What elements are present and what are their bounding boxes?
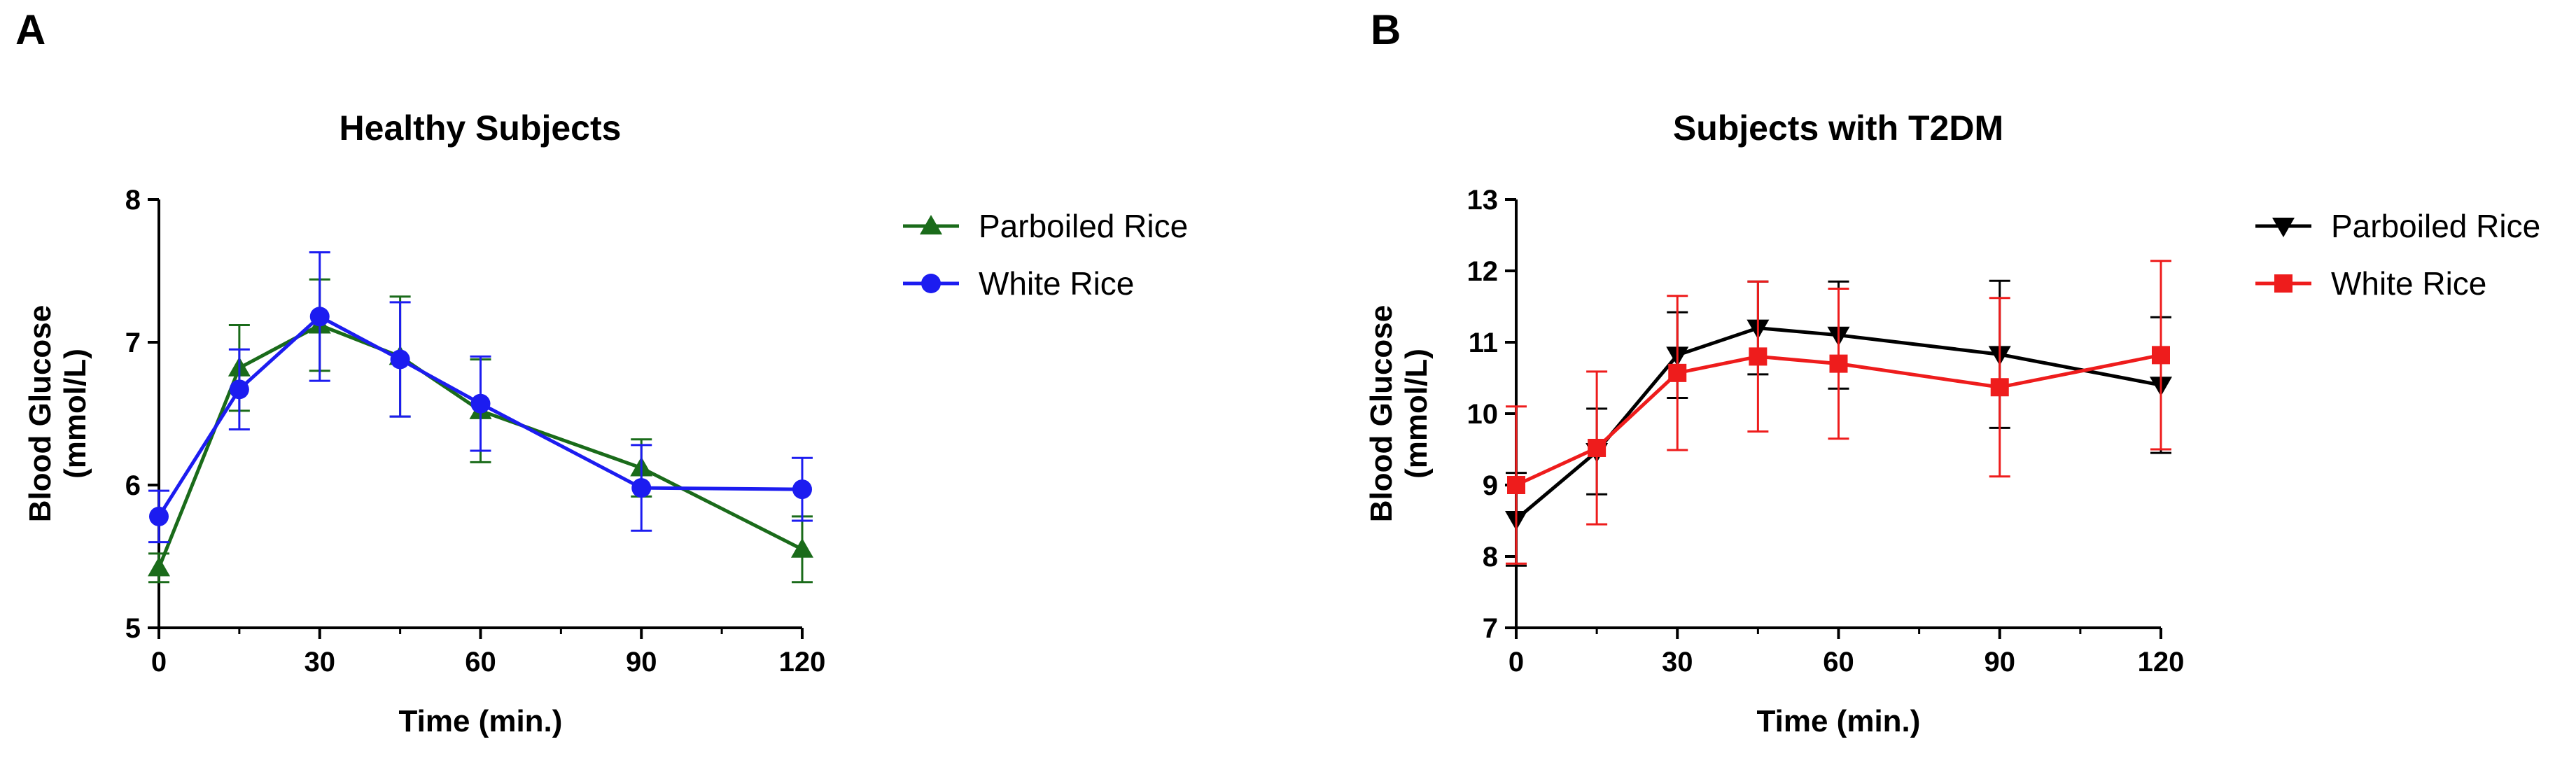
legend-label: White Rice: [2331, 265, 2486, 302]
legend-marker: [921, 274, 941, 293]
x-tick-label: 0: [151, 647, 167, 678]
y-axis-label-line2: (mmol/L): [1399, 349, 1434, 479]
x-axis-label: Time (min.): [399, 704, 563, 738]
y-tick-label: 12: [1467, 256, 1499, 287]
y-tick-label: 11: [1469, 328, 1498, 358]
y-axis-label-line2: (mmol/L): [58, 349, 92, 479]
data-point: [470, 393, 491, 414]
chart-panel-b: Subjects with T2DM 7 8 9 10 11 12 13 0 30 60 90 120 T…: [1364, 108, 2540, 738]
panel-label-a: A: [15, 6, 46, 53]
x-axis-label: Time (min.): [1757, 704, 1921, 738]
legend-label: White Rice: [979, 265, 1134, 302]
data-point: [1507, 476, 1525, 494]
chart-title: Healthy Subjects: [340, 108, 622, 148]
legend-label: Parboiled Rice: [979, 208, 1188, 244]
data-point: [1668, 363, 1687, 382]
legend-item: White Rice: [2255, 265, 2486, 302]
series-white-rice: [1506, 260, 2171, 565]
y-tick-label: 6: [125, 470, 141, 501]
y-tick-label: 7: [1483, 613, 1498, 644]
y-axis-label-line1: Blood Glucose: [1364, 305, 1399, 522]
data-point: [631, 478, 652, 498]
legend-item: Parboiled Rice: [2255, 208, 2540, 244]
x-tick-label: 30: [1662, 647, 1693, 678]
x-tick-label: 60: [465, 647, 496, 678]
data-point: [1749, 347, 1768, 366]
y-tick-label: 5: [125, 613, 141, 644]
data-point: [148, 556, 170, 577]
legend-marker: [2274, 274, 2292, 293]
data-point: [309, 307, 330, 327]
data-point: [1829, 354, 1848, 373]
chart-panel-a: Healthy Subjects 5 6 7 8 0 30 60 90 120 Time (min.…: [23, 108, 1188, 738]
y-axis-label-line1: Blood Glucose: [23, 305, 57, 522]
y-tick-label: 10: [1467, 399, 1499, 430]
y-tick-label: 8: [1483, 542, 1498, 573]
legend-label: Parboiled Rice: [2331, 208, 2540, 244]
x-tick-label: 0: [1508, 647, 1524, 678]
panel-label-b: B: [1371, 6, 1401, 53]
legend-item: White Rice: [903, 265, 1134, 302]
legend-item: Parboiled Rice: [903, 208, 1188, 244]
series-white-rice: [148, 251, 813, 544]
data-point: [1990, 378, 2009, 397]
x-tick-label: 90: [626, 647, 657, 678]
data-point: [792, 479, 812, 500]
data-point: [149, 506, 169, 526]
legend-marker: [2272, 218, 2295, 237]
x-tick-label: 30: [304, 647, 336, 678]
data-point: [390, 349, 410, 370]
x-tick-label: 90: [1984, 647, 2016, 678]
x-tick-label: 120: [779, 647, 826, 678]
y-tick-label: 9: [1483, 470, 1498, 501]
data-point: [2152, 346, 2170, 365]
x-tick-label: 120: [2138, 647, 2185, 678]
y-tick-label: 8: [125, 185, 141, 216]
data-point: [1588, 438, 1606, 457]
chart-title: Subjects with T2DM: [1673, 108, 2003, 148]
data-point: [229, 379, 249, 400]
y-tick-label: 7: [125, 328, 141, 358]
legend-marker: [920, 215, 942, 234]
data-point: [791, 538, 813, 558]
x-tick-label: 60: [1823, 647, 1854, 678]
y-tick-label: 13: [1467, 185, 1499, 216]
